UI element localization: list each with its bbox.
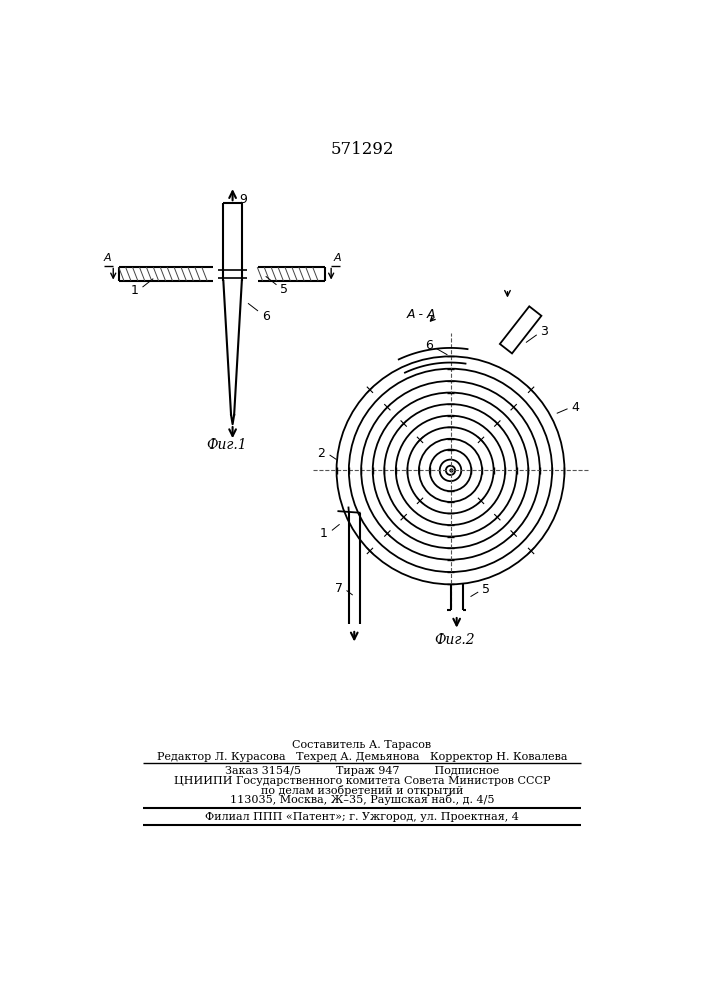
Text: 2: 2 bbox=[317, 447, 325, 460]
Text: 5: 5 bbox=[482, 583, 490, 596]
Text: ЦНИИПИ Государственного комитета Совета Министров СССР: ЦНИИПИ Государственного комитета Совета … bbox=[174, 776, 550, 786]
Text: Филиал ППП «Патент»; г. Ужгород, ул. Проектная, 4: Филиал ППП «Патент»; г. Ужгород, ул. Про… bbox=[205, 812, 519, 822]
Text: 571292: 571292 bbox=[330, 141, 394, 158]
Text: 6: 6 bbox=[425, 339, 433, 352]
Text: 7: 7 bbox=[335, 582, 343, 595]
Text: 1: 1 bbox=[131, 284, 139, 297]
Text: 9: 9 bbox=[240, 193, 247, 206]
Text: Фиг.2: Фиг.2 bbox=[434, 633, 474, 647]
Text: Фиг.1: Фиг.1 bbox=[206, 438, 247, 452]
Text: 1: 1 bbox=[320, 527, 327, 540]
Text: 6: 6 bbox=[262, 310, 269, 323]
Text: 5: 5 bbox=[280, 283, 288, 296]
Text: A: A bbox=[103, 253, 111, 263]
Text: A - A: A - A bbox=[407, 308, 436, 321]
Text: Составитель А. Тарасов: Составитель А. Тарасов bbox=[293, 740, 431, 750]
Text: 3: 3 bbox=[541, 325, 549, 338]
Text: 113035, Москва, Ж–35, Раушская наб., д. 4/5: 113035, Москва, Ж–35, Раушская наб., д. … bbox=[230, 794, 494, 805]
Text: Редактор Л. Курасова   Техред А. Демьянова   Корректор Н. Ковалева: Редактор Л. Курасова Техред А. Демьянова… bbox=[157, 752, 567, 762]
Text: 4: 4 bbox=[571, 401, 579, 414]
Text: A: A bbox=[334, 253, 341, 263]
Text: Заказ 3154/5          Тираж 947          Подписное: Заказ 3154/5 Тираж 947 Подписное bbox=[225, 766, 499, 776]
Text: по делам изобретений и открытий: по делам изобретений и открытий bbox=[261, 785, 463, 796]
